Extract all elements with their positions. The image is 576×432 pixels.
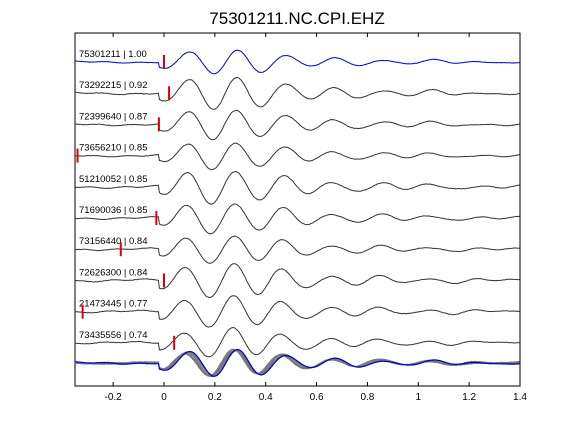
x-tick-label: 0.6	[310, 392, 324, 403]
x-tick-label: -0.2	[105, 392, 123, 403]
x-axis: -0.2 0 0.2 0.4 0.6 0.8 1 1.2 1.4	[105, 33, 527, 403]
trace-label: 73292215 | 0.92	[79, 80, 148, 91]
trace-label: 73656210 | 0.85	[79, 143, 148, 154]
trace-label: 73156440 | 0.84	[79, 236, 148, 247]
trace-label: 72626300 | 0.84	[79, 267, 148, 278]
x-tick-label: 0.2	[208, 392, 222, 403]
trace-label: 73435556 | 0.74	[79, 330, 148, 341]
trace-line	[74, 235, 520, 264]
chart-title: 75301211.NC.CPI.EHZ	[209, 9, 384, 28]
x-tick-label: 0	[161, 392, 167, 403]
trace-line	[74, 142, 520, 171]
trace-line	[75, 49, 520, 75]
trace-label-group: 75301211 | 1.00 73292215 | 0.92 72399640 |…	[79, 49, 148, 341]
trace-line	[74, 203, 520, 235]
trace-line	[75, 76, 520, 110]
trace-line	[74, 295, 520, 328]
x-tick-label: 1	[416, 392, 422, 403]
trace-group	[74, 49, 520, 358]
trace-line	[74, 109, 520, 141]
trace-label: 51210052 | 0.85	[79, 174, 148, 185]
x-tick-label: 1.2	[462, 392, 476, 403]
trace-line	[74, 263, 520, 299]
trace-label: 75301211 | 1.00	[79, 49, 147, 60]
trace-line	[74, 326, 520, 358]
x-tick-label: 1.4	[513, 392, 527, 403]
axes-box	[74, 32, 521, 387]
stack-reference-line	[75, 348, 520, 377]
stack-overlay-group	[74, 348, 520, 378]
trace-label: 21473445 | 0.77	[79, 299, 148, 310]
pick-marker-group	[76, 55, 176, 350]
x-tick-label: 0.8	[360, 392, 374, 403]
stack-overlay-line	[74, 348, 520, 377]
trace-label: 72399640 | 0.87	[79, 111, 148, 122]
trace-label: 71690036 | 0.85	[79, 205, 148, 216]
trace-line	[74, 170, 520, 205]
x-tick-label: 0.4	[259, 392, 273, 403]
